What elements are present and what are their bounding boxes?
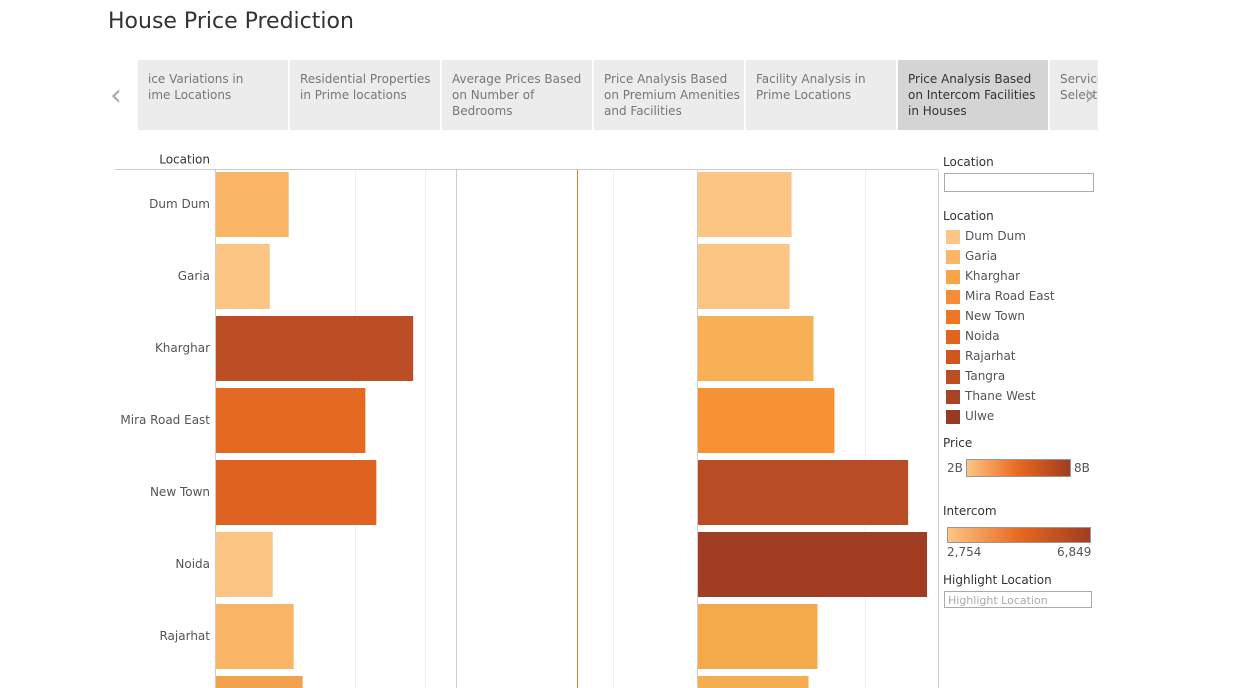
bar — [216, 604, 294, 669]
tab-line: in Prime locations — [300, 88, 407, 102]
tab[interactable]: ServiceSelect — [1050, 60, 1098, 130]
plot: Dum Dum Garia Kharghar Mira Road East New To… — [120, 170, 928, 688]
legend-label: Dum Dum — [965, 229, 1026, 243]
tab[interactable]: Average Prices Based on Number of Bedrooms — [442, 60, 592, 130]
intercom-min: 2,754 — [947, 545, 982, 559]
legend-title: Intercom — [943, 504, 997, 518]
tab-line: and Facilities — [604, 104, 682, 118]
tab-line: ime Locations — [148, 88, 232, 102]
legend-title: Location — [943, 209, 994, 223]
bar — [698, 316, 814, 381]
highlight-input[interactable]: Highlight Location — [944, 591, 1092, 608]
tab[interactable]: ice Variations in ime Locations — [138, 60, 288, 130]
intercom-gradient — [947, 527, 1091, 543]
legend-swatch — [946, 410, 960, 424]
category-label: New Town — [150, 485, 210, 499]
legend-swatch — [946, 230, 960, 244]
bar — [698, 460, 909, 525]
bar — [698, 172, 792, 237]
tab[interactable]: Residential Properties in Prime locations — [290, 60, 440, 130]
bar — [216, 388, 366, 453]
tab-line: on Number of — [452, 88, 535, 102]
legend-label: Mira Road East — [965, 289, 1055, 303]
tab-line: Facility Analysis in — [756, 72, 866, 86]
tab-line: Prime Locations — [756, 88, 852, 102]
legend-swatch — [946, 250, 960, 264]
page-title: House Price Prediction — [108, 9, 354, 34]
category-label: Dum Dum — [149, 197, 210, 211]
price-gradient — [966, 459, 1071, 477]
filter-input[interactable] — [944, 173, 1094, 192]
bar — [216, 676, 303, 688]
legend-swatch — [946, 310, 960, 324]
category-label: Kharghar — [155, 341, 210, 355]
tab-line: Price Analysis Based — [908, 72, 1032, 86]
legend-swatch — [946, 290, 960, 304]
tab-line: on Intercom Facilities — [908, 88, 1036, 102]
legend-swatch — [946, 270, 960, 284]
legend-label: New Town — [965, 309, 1026, 323]
category-label: Noida — [175, 557, 210, 571]
tab[interactable]: Price Analysis Based on Intercom Faciliti… — [898, 60, 1048, 130]
next-arrow[interactable]: › — [1084, 78, 1096, 113]
tab[interactable]: Price Analysis Based on Premium Amenities… — [594, 60, 744, 130]
filter-title: Location — [943, 155, 994, 169]
category-label: Garia — [178, 269, 210, 283]
highlight-title: Highlight Location — [943, 573, 1052, 587]
tab-line: Price Analysis Based — [604, 72, 728, 86]
tab-line: Bedrooms — [452, 104, 513, 118]
bar — [216, 316, 414, 381]
tab-line: ice Variations in — [148, 72, 244, 86]
tab[interactable]: Facility Analysis in Prime Locations — [746, 60, 896, 130]
legend-swatch — [946, 390, 960, 404]
bar — [698, 244, 790, 309]
bar — [698, 676, 809, 688]
legend-swatch — [946, 330, 960, 344]
bar — [698, 388, 835, 453]
tab-line: Average Prices Based — [452, 72, 582, 86]
bar — [216, 460, 377, 525]
intercom-max: 6,849 — [1057, 545, 1092, 559]
legend-label: Rajarhat — [965, 349, 1016, 363]
y-axis-title: Location — [159, 153, 210, 167]
legend-label: Kharghar — [965, 269, 1021, 283]
bar — [216, 244, 270, 309]
tab-line: Select — [1060, 88, 1098, 102]
price-min: 2B — [947, 461, 963, 475]
chart: Location Dum Dum Garia Kharghar Mira Road E… — [115, 153, 939, 688]
tab-line: in Houses — [908, 104, 967, 118]
legend-label: Garia — [965, 249, 998, 263]
tab-line: on Premium Amenities — [604, 88, 740, 102]
legend-title: Price — [943, 436, 973, 450]
legend-label: Noida — [965, 329, 1000, 343]
legend-swatch — [946, 350, 960, 364]
legend-label: Tangra — [965, 369, 1006, 383]
prev-arrow[interactable]: ‹ — [110, 78, 122, 113]
bar — [216, 172, 289, 237]
legend-swatch — [946, 370, 960, 384]
bar — [698, 604, 818, 669]
category-label: Mira Road East — [120, 413, 210, 427]
legend-label: Ulwe — [965, 409, 995, 423]
legend-label: Thane West — [965, 389, 1036, 403]
category-label: Rajarhat — [159, 629, 210, 643]
tab-line: Residential Properties — [300, 72, 431, 86]
price-max: 8B — [1074, 461, 1090, 475]
bar — [698, 532, 928, 597]
bar — [216, 532, 273, 597]
